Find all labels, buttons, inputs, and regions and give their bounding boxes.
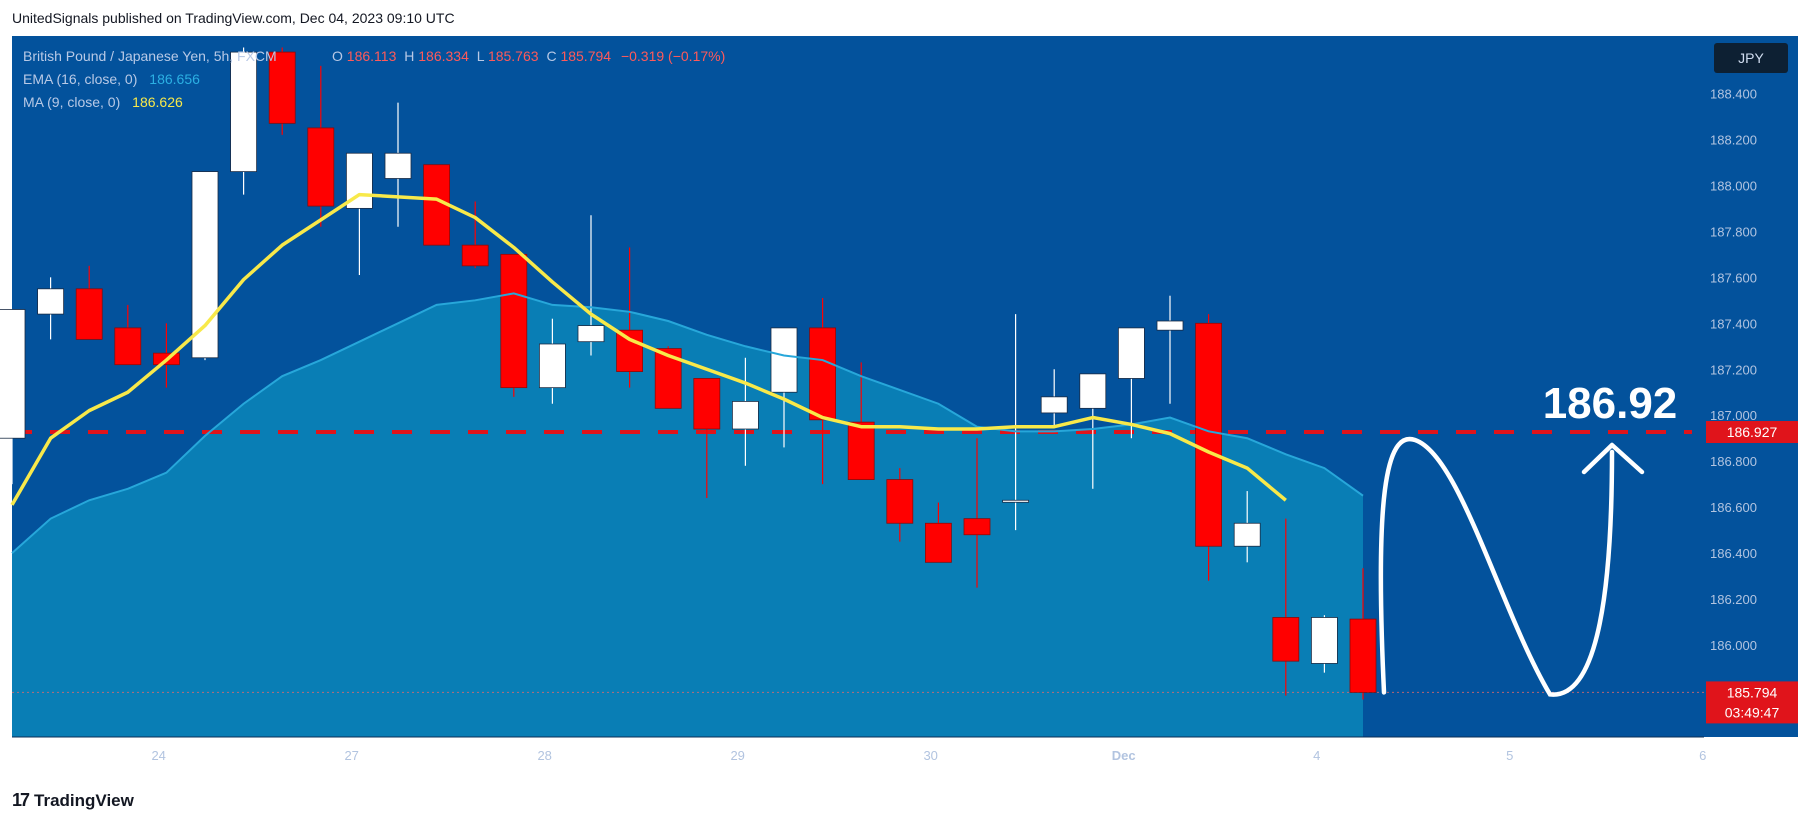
price-tick-label: 187.800 [1710,224,1757,239]
legend-ema-value: 186.656 [149,71,200,87]
indicator-lines-layer [10,192,1364,554]
candle-up [1156,320,1184,331]
legend-h-label: H [404,48,414,64]
time-tick-label: 6 [1699,748,1706,763]
time-tick-label: 5 [1506,748,1513,763]
drawing-annotations: 186.92 [1378,379,1678,697]
ma-line [10,192,1287,506]
projection-arrow-head [1581,442,1645,475]
candle-up [1040,396,1068,414]
time-tick-label: 28 [537,748,551,763]
candle-up [732,401,759,430]
candle-up [230,51,258,173]
currency-badge-label: JPY [1738,50,1764,66]
level-price-tag: 186.927 [1727,424,1778,440]
price-tick-label: 186.600 [1710,500,1757,515]
legend-ma-value: 186.626 [132,94,183,110]
candle-up [0,309,26,439]
price-tick-label: 188.200 [1710,132,1757,147]
candle-up [770,327,798,393]
time-tick-label: 30 [923,748,937,763]
candle-down [1349,618,1377,693]
tradingview-brand: TradingView [34,790,134,810]
candle-down [963,518,991,536]
legend-ema[interactable]: EMA (16, close, 0) 186.656 [23,71,200,87]
time-tick-label: 4 [1313,748,1320,763]
price-tick-label: 187.400 [1710,316,1757,331]
legend-c-value: 185.794 [560,48,611,64]
price-tick-label: 186.800 [1710,454,1757,469]
candle-up [539,343,566,389]
level-price-tag-bg [1706,421,1798,444]
candle-down [616,329,643,372]
tradingview-logo[interactable]: 17 TradingView [12,790,134,811]
target-price-label: 186.92 [1543,379,1678,428]
price-tick-label: 186.200 [1710,592,1757,607]
legend-l-value: 185.763 [488,48,539,64]
price-tick-label: 188.000 [1710,178,1757,193]
candle-up [1233,522,1261,547]
candle-down [500,253,528,389]
candle-down [693,378,721,430]
bar-countdown-tag: 03:49:47 [1725,704,1780,720]
publisher-line: UnitedSignals published on TradingView.c… [12,10,455,26]
candle-down [1195,322,1222,547]
legend-ohlc: O 186.113 H 186.334 L 185.763 C 185.794 … [332,48,725,64]
projection-wave [1378,436,1615,697]
candle-up [1311,617,1338,664]
candle-up [577,325,605,343]
candle-down [886,479,914,524]
legend-symbol[interactable]: British Pound / Japanese Yen, 5h, FXCM [23,48,277,64]
price-axis-background[interactable] [1704,36,1798,737]
legend-o-value: 186.113 [347,48,397,64]
price-tick-label: 186.400 [1710,546,1757,561]
candle-up [37,288,64,315]
candle-down [1272,617,1300,662]
ema-line [11,292,1364,554]
candle-down [461,244,489,267]
price-tick-label: 188.400 [1710,86,1757,101]
legend-ma-label: MA (9, close, 0) [23,94,120,110]
candle-down [268,51,296,124]
legend-c-label: C [546,48,556,64]
candle-up [1002,499,1029,503]
legend-l-label: L [477,48,485,64]
candle-down [307,127,335,207]
candle-up [191,171,219,359]
time-tick-label: 24 [151,748,165,763]
legend-ma[interactable]: MA (9, close, 0) 186.626 [23,94,183,110]
candle-down [809,327,836,421]
tradingview-logo-icon: 17 [12,790,30,810]
legend-o-label: O [332,48,343,64]
price-tick-label: 187.600 [1710,270,1757,285]
currency-badge[interactable] [1714,43,1788,73]
price-tick-label: 187.000 [1710,408,1757,423]
last-price-tag-bg [1706,681,1798,724]
candles-layer [0,47,1377,700]
time-tick-label: Dec [1112,748,1136,763]
time-tick-label: 29 [730,748,744,763]
price-axis[interactable]: 188.400 188.200 188.000 187.800 187.600 187.4… [1706,86,1798,724]
candle-up [1079,373,1107,409]
ema-area-layer [12,293,1363,737]
candle-up [384,152,412,179]
price-tick-label: 186.000 [1710,638,1757,653]
legend-change: −0.319 (−0.17%) [621,48,725,64]
candle-up [1118,327,1145,379]
legend-ema-label: EMA (16, close, 0) [23,71,137,87]
ema-area-fill [12,293,1363,737]
candle-down [114,327,142,366]
time-tick-label: 27 [344,748,358,763]
legend-h-value: 186.334 [418,48,469,64]
candle-down [847,421,875,480]
candle-down [925,522,952,563]
last-price-tag: 185.794 [1727,684,1778,700]
time-axis[interactable]: 24 27 28 29 30 Dec 4 5 6 [12,736,1706,763]
price-tick-label: 187.200 [1710,362,1757,377]
candle-down [75,288,103,340]
